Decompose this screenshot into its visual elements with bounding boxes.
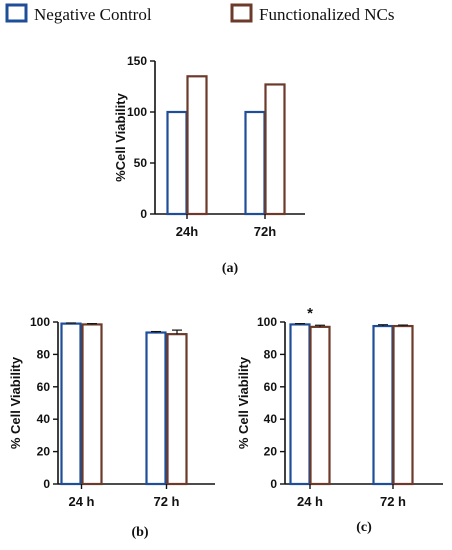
legend: Negative Control Functionalized NCs (5, 3, 395, 24)
x-tick-label: 72 h (380, 494, 406, 509)
bar-functionalized-ncs (81, 323, 103, 486)
y-tick-label: 0 (43, 477, 50, 491)
y-axis-label: % Cell Viability (8, 356, 23, 449)
chart-panel-1: 0 20 40 60 80 100 % Cell Viability 24 h 72 h (b) (8, 315, 215, 540)
y-tick-label: 60 (264, 380, 278, 394)
panel-label: (c) (356, 520, 372, 535)
y-tick-label: 40 (264, 412, 278, 426)
panel-label: (a) (222, 261, 239, 276)
y-tick-label: 100 (30, 315, 50, 329)
chart-panel-0: 0 50 100 150 %Cell Viability 24h 72h (a) (113, 54, 305, 276)
legend-swatch-functionalized-ncs (230, 3, 253, 23)
bar-negative-control (145, 331, 167, 486)
x-tick-label: 24 h (297, 494, 323, 509)
bar-functionalized-ncs (392, 324, 414, 486)
bar-negative-control (372, 324, 394, 486)
bar-negative-control (244, 110, 266, 216)
y-tick-label: 80 (37, 347, 51, 361)
x-tick-label: 72h (254, 224, 276, 239)
bar-functionalized-ncs (264, 83, 286, 216)
y-axis-label: % Cell Viability (236, 356, 251, 449)
y-axis-label: %Cell Viability (113, 92, 128, 181)
y-tick-label: 50 (134, 156, 148, 170)
significance-asterisk: * (307, 305, 313, 322)
legend-swatch-negative-control (5, 3, 28, 23)
y-tick-label: 100 (257, 315, 277, 329)
y-tick-label: 150 (127, 54, 147, 68)
y-tick-label: 20 (37, 445, 51, 459)
y-tick-label: 80 (264, 347, 278, 361)
bar-negative-control (289, 323, 311, 486)
bar-functionalized-ncs (309, 325, 331, 486)
y-tick-label: 20 (264, 445, 278, 459)
legend-label-negative-control: Negative Control (34, 5, 152, 24)
y-tick-label: 60 (37, 380, 51, 394)
y-tick-label: 0 (270, 477, 277, 491)
x-tick-label: 24h (176, 224, 198, 239)
legend-item-negative-control: Negative Control (5, 3, 152, 24)
x-tick-label: 72 h (153, 494, 179, 509)
y-tick-label: 40 (37, 412, 51, 426)
y-tick-label: 100 (127, 105, 147, 119)
panel-label: (b) (131, 525, 148, 540)
x-tick-label: 24 h (68, 494, 94, 509)
charts: 0 50 100 150 %Cell Viability 24h 72h (a) 0 20 40 60… (8, 54, 443, 540)
bar-negative-control (166, 110, 188, 216)
y-tick-label: 0 (140, 207, 147, 221)
legend-item-functionalized-ncs: Functionalized NCs (230, 3, 395, 24)
bar-functionalized-ncs (186, 75, 208, 216)
bar-functionalized-ncs (166, 333, 188, 486)
legend-label-functionalized-ncs: Functionalized NCs (259, 5, 395, 24)
bar-negative-control (60, 322, 82, 486)
chart-panel-2: 0 20 40 60 80 100 % Cell Viability 24 h 72 h * (c) (236, 305, 443, 535)
